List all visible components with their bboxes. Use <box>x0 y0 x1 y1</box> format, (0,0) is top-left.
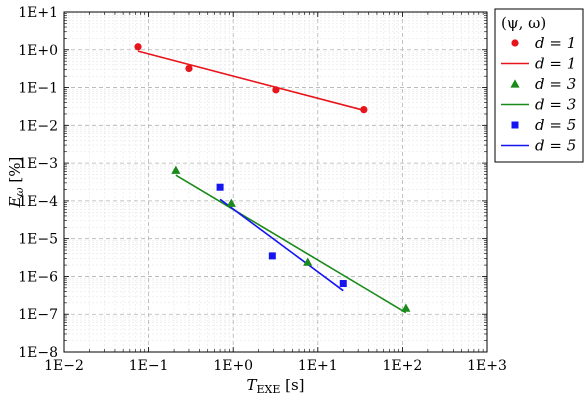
series-lines <box>137 50 407 314</box>
y-tick-label: 1E−1 <box>18 81 58 97</box>
legend-box <box>494 8 584 163</box>
data-point-square <box>268 252 276 260</box>
y-tick-label: 1E−5 <box>18 232 58 248</box>
series-markers <box>134 43 411 312</box>
y-tick-label: 1E−3 <box>18 156 58 172</box>
data-point-square <box>216 183 224 191</box>
legend-label: d = 1 <box>535 34 576 52</box>
x-tick-label: 1E+0 <box>213 358 253 374</box>
x-tick-label: 1E+3 <box>467 358 507 374</box>
plot-frame <box>63 11 488 353</box>
data-point-circle <box>272 86 280 94</box>
legend-label: d = 5 <box>535 137 576 155</box>
y-tick-label: 1E−8 <box>18 345 58 361</box>
x-axis-label-sub: EXE <box>256 383 280 396</box>
y-tick-label: 1E−6 <box>18 269 58 285</box>
series-line-1 <box>137 50 365 112</box>
y-axis-label-main: E <box>6 196 24 208</box>
legend-label: d = 1 <box>535 55 576 73</box>
series-line-3 <box>175 174 407 314</box>
legend-label: d = 3 <box>535 75 576 93</box>
grid <box>63 11 488 353</box>
y-tick-label: 1E−2 <box>18 118 58 134</box>
x-tick-label: 1E−2 <box>44 358 84 374</box>
y-axis-label-sub: ω <box>13 187 26 196</box>
legend-marker-swatch <box>511 121 519 129</box>
data-point-triangle <box>226 198 236 207</box>
data-point-circle <box>185 64 193 73</box>
y-tick-label: 1E+0 <box>18 43 58 59</box>
legend-label: d = 5 <box>535 116 576 134</box>
legend-items: d = 1 d = 1 d = 3 d = 3 d = 5 d = 5 <box>501 34 576 155</box>
x-tick-label: 1E−1 <box>129 358 169 374</box>
legend: (ψ, ω) d = 1 d = 1 d = 3 d = 3 d = 5 d = 5 <box>494 8 584 163</box>
legend-marker-swatch <box>511 39 519 47</box>
data-point-circle <box>134 43 142 51</box>
series-line-5 <box>219 198 344 292</box>
legend-marker-swatch <box>510 79 520 88</box>
y-axis-label-unit: [%] <box>6 157 24 188</box>
y-tick-label: 1E+1 <box>18 5 58 21</box>
x-axis-label-unit: [s] <box>280 376 304 394</box>
y-tick-label: 1E−7 <box>18 307 58 323</box>
x-tick-label: 1E+2 <box>383 358 423 374</box>
x-tick-label: 1E+1 <box>298 358 338 374</box>
y-tick-label: 1E−4 <box>18 194 58 210</box>
data-point-circle <box>360 106 368 114</box>
data-point-triangle <box>171 165 181 174</box>
x-axis-label: TEXE [s] <box>246 376 304 396</box>
y-axis-label: Eω [%] <box>6 157 26 209</box>
axis-ticks: 1E−2 1E−1 1E+0 1E+1 1E+2 1E+3 1E−8 1E−7 1E−6 1E−5… <box>18 5 507 374</box>
x-axis-label-main: T <box>246 376 257 394</box>
legend-title: (ψ, ω) <box>501 14 546 32</box>
data-point-square <box>339 280 347 288</box>
data-point-triangle <box>303 257 313 266</box>
legend-label: d = 3 <box>535 96 576 114</box>
data-point-triangle <box>401 303 411 312</box>
